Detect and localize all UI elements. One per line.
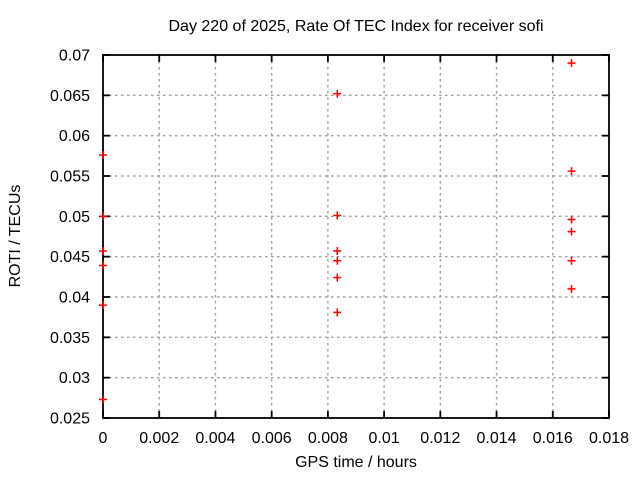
data-point-marker — [567, 227, 576, 236]
data-point-marker — [99, 247, 107, 256]
x-tick-label: 0.014 — [477, 430, 517, 447]
grid-lines — [103, 55, 609, 418]
y-tick-label: 0.07 — [59, 48, 90, 65]
chart-title: Day 220 of 2025, Rate Of TEC Index for r… — [168, 18, 544, 35]
y-tick-label: 0.055 — [50, 169, 90, 186]
data-point-marker — [567, 215, 576, 224]
y-tick-label: 0.05 — [59, 209, 90, 226]
x-tick-label: 0.008 — [308, 430, 348, 447]
tick-labels: 0 0.002 0.004 0.006 0.008 0.01 0.012 0.014 0.016… — [50, 48, 629, 448]
data-point-marker — [333, 273, 342, 282]
data-point-marker — [333, 308, 342, 317]
plot-border — [102, 54, 610, 419]
data-point-marker — [99, 151, 107, 160]
data-point-marker — [333, 247, 342, 256]
data-point-marker — [567, 256, 576, 265]
y-tick-label: 0.035 — [50, 330, 90, 347]
y-tick-label: 0.065 — [50, 88, 90, 105]
data-point-marker — [333, 256, 342, 265]
axis-ticks — [102, 54, 610, 419]
x-tick-label: 0.004 — [195, 430, 235, 447]
y-tick-label: 0.03 — [59, 370, 90, 387]
data-point-marker — [99, 395, 107, 404]
x-tick-label: 0 — [99, 430, 108, 447]
data-point-marker — [567, 59, 576, 68]
data-point-marker — [567, 284, 576, 293]
data-point-marker — [99, 261, 107, 270]
x-axis-label: GPS time / hours — [295, 454, 417, 471]
y-tick-label: 0.025 — [50, 411, 90, 428]
data-point-marker — [333, 211, 342, 220]
x-tick-label: 0.012 — [420, 430, 460, 447]
x-tick-label: 0.006 — [252, 430, 292, 447]
x-tick-label: 0.002 — [139, 430, 179, 447]
data-point-marker — [333, 89, 342, 98]
y-tick-label: 0.045 — [50, 249, 90, 266]
x-tick-label: 0.01 — [369, 430, 400, 447]
y-tick-label: 0.04 — [59, 290, 90, 307]
y-tick-label: 0.06 — [59, 128, 90, 145]
data-points — [99, 59, 576, 404]
data-point-marker — [567, 167, 576, 176]
data-point-marker — [99, 301, 107, 310]
x-tick-label: 0.016 — [533, 430, 573, 447]
data-point-marker — [99, 212, 107, 221]
x-tick-label: 0.018 — [589, 430, 629, 447]
